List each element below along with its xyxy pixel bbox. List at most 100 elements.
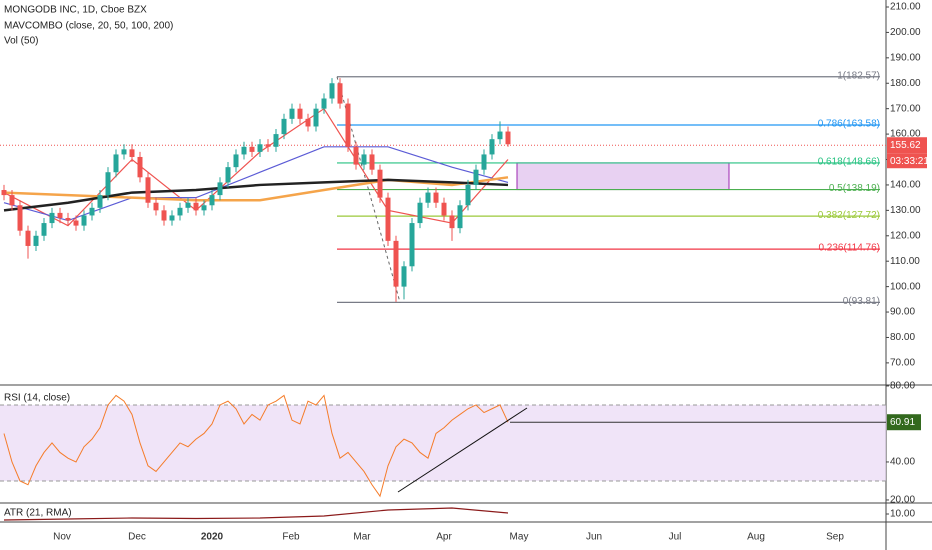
fib-label: 1(182.57): [837, 70, 880, 81]
atr-label: ATR (21, RMA): [4, 508, 72, 519]
candle-body: [337, 83, 343, 104]
candle-body: [409, 223, 415, 267]
rsi-tick-label: 80.00: [890, 381, 915, 392]
x-tick-label: Feb: [282, 532, 300, 543]
candle-body: [185, 202, 191, 208]
zone: [516, 162, 730, 191]
x-tick-label: Jun: [586, 532, 602, 543]
rsi-band: [0, 404, 886, 481]
x-tick-label: Mar: [353, 532, 371, 543]
atr-line: [3, 507, 509, 521]
y-tick-label: 200.00: [890, 27, 921, 38]
y-tick-label: 90.00: [890, 307, 915, 318]
fib-label: 0.5(138.19): [829, 183, 880, 194]
fib-label: 0.618(148.66): [818, 157, 880, 168]
chart-title: MONGODB INC, 1D, Cboe BZX: [4, 5, 147, 16]
y-tick-label: 100.00: [890, 281, 921, 292]
candle-body: [505, 131, 511, 145]
candle-body: [161, 210, 167, 221]
candle-body: [193, 202, 199, 211]
y-tick-label: 140.00: [890, 180, 921, 191]
moving-average: [3, 178, 509, 212]
rsi-label: RSI (14, close): [4, 393, 70, 404]
y-tick-label: 80.00: [890, 332, 915, 343]
candle-body: [65, 217, 71, 221]
candle-body: [97, 195, 103, 208]
candle-body: [273, 134, 279, 147]
y-tick-label: 110.00: [890, 256, 920, 267]
x-tick-label: May: [510, 532, 529, 543]
candle-body: [153, 202, 159, 211]
y-tick-label: 180.00: [890, 78, 921, 89]
candle-body: [209, 195, 215, 206]
moving-average: [3, 146, 509, 222]
fib-label: 0.786(163.58): [818, 119, 880, 130]
fib-label: 0.236(114.76): [818, 243, 880, 254]
candle-body: [113, 154, 119, 173]
rsi-last-box: [887, 414, 921, 431]
candle-body: [417, 202, 423, 224]
candle-body: [257, 144, 263, 152]
candle-body: [313, 108, 319, 127]
candle-body: [57, 212, 63, 218]
atr-tick-label: 10.00: [890, 509, 915, 520]
candle-body: [473, 169, 479, 185]
candle-body: [361, 154, 367, 165]
volume-label: Vol (50): [4, 36, 38, 47]
last-price-box: [887, 137, 927, 154]
candle-body: [305, 118, 311, 127]
candle-body: [105, 172, 111, 196]
fib-label: 0.382(127.72): [818, 210, 880, 221]
y-tick-label: 130.00: [890, 205, 921, 216]
x-tick-label: Aug: [747, 532, 765, 543]
rsi-trendline: [397, 407, 528, 493]
y-tick-label: 120.00: [890, 230, 921, 241]
candle-body: [393, 240, 399, 287]
candle-body: [81, 215, 87, 226]
candle-body: [25, 230, 31, 246]
x-tick-label: Jul: [669, 532, 682, 543]
last-price-label: 155.62: [890, 140, 921, 151]
candle-body: [481, 154, 487, 170]
candle-body: [49, 212, 55, 224]
candle-body: [145, 177, 151, 203]
candle-body: [457, 205, 463, 229]
x-tick-label: Nov: [53, 532, 71, 543]
y-tick-label: 190.00: [890, 52, 921, 63]
candle-body: [321, 98, 327, 109]
candle-body: [89, 207, 95, 216]
candle-body: [9, 195, 15, 206]
candle-body: [449, 215, 455, 229]
candle-body: [497, 131, 503, 140]
candle-body: [17, 205, 23, 231]
countdown: 03:33:21: [890, 156, 929, 167]
y-tick-label: 210.00: [890, 2, 921, 13]
y-tick-label: 170.00: [890, 103, 921, 114]
candle-body: [1, 190, 7, 196]
countdown-box: [887, 153, 927, 169]
candle-body: [345, 103, 351, 147]
y-tick-label: 70.00: [890, 358, 915, 369]
candle-body: [441, 202, 447, 216]
candle-body: [217, 182, 223, 196]
candle-body: [289, 108, 295, 119]
rsi-line: [3, 394, 509, 498]
fib-label: 0(93.81): [843, 296, 880, 307]
x-tick-label: 2020: [201, 532, 224, 543]
candle-body: [241, 146, 247, 155]
rsi-last-label: 60.91: [890, 417, 915, 428]
moving-average: [3, 176, 509, 202]
candle-body: [225, 167, 231, 183]
x-tick-label: Apr: [436, 532, 452, 543]
indicator-label: MAVCOMBO (close, 20, 50, 100, 200): [4, 21, 173, 32]
candle-body: [41, 223, 47, 236]
candle-body: [369, 154, 375, 170]
candle-body: [385, 197, 391, 241]
candle-body: [129, 149, 135, 157]
candle-body: [33, 235, 39, 246]
candle-body: [73, 220, 79, 226]
candle-body: [281, 118, 287, 135]
y-tick-label: 160.00: [890, 129, 921, 140]
